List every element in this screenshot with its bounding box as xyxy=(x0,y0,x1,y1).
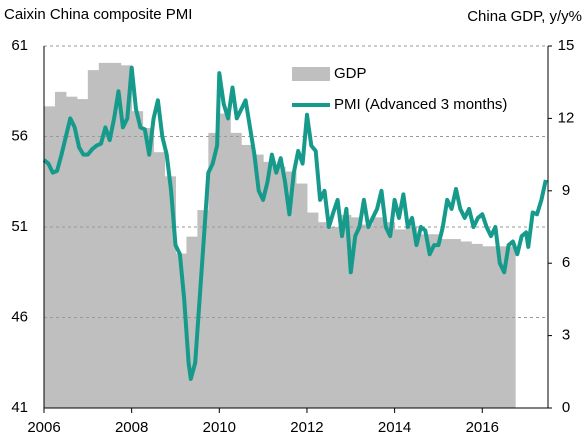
y2-axis-title: China GDP, y/y% xyxy=(467,8,582,25)
gdp-bar xyxy=(339,214,352,408)
chart-title: Caixin China composite PMI xyxy=(4,6,192,23)
gdp-bar xyxy=(449,239,461,408)
y2-tick-label: 15 xyxy=(558,37,575,54)
x-tick-label: 2006 xyxy=(27,419,60,436)
gdp-bar xyxy=(98,62,111,408)
gdp-bar xyxy=(87,70,100,408)
gdp-bar xyxy=(438,239,450,408)
y-tick-label: 46 xyxy=(11,308,28,325)
y-tick-label: 41 xyxy=(11,399,28,416)
gdp-bar xyxy=(306,212,319,408)
gdp-bar xyxy=(285,171,297,408)
gdp-bar xyxy=(372,217,385,408)
gdp-bar xyxy=(197,210,209,408)
gdp-bar xyxy=(241,144,253,409)
gdp-bar xyxy=(208,132,220,408)
gdp-bar xyxy=(493,246,505,408)
gdp-bar xyxy=(383,222,396,408)
line-layer xyxy=(42,65,548,381)
y2-tick-label: 6 xyxy=(562,254,570,271)
x-tick-label: 2010 xyxy=(203,419,236,436)
gdp-bar xyxy=(471,243,483,408)
pmi-line xyxy=(42,65,548,381)
y2-tick-label: 3 xyxy=(562,327,570,344)
gdp-bar xyxy=(317,222,330,408)
legend-label: PMI (Advanced 3 months) xyxy=(334,96,507,113)
x-tick-label: 2014 xyxy=(378,419,411,436)
legend-swatch xyxy=(292,67,330,81)
gdp-bar xyxy=(153,152,166,408)
gdp-bar xyxy=(54,91,67,408)
y-tick-label: 51 xyxy=(11,218,28,235)
gdp-bar xyxy=(394,229,407,408)
y-tick-label: 61 xyxy=(11,37,28,54)
gdp-bar xyxy=(65,96,78,409)
gdp-bar xyxy=(263,161,275,408)
gdp-bar xyxy=(175,253,187,408)
y2-tick-label: 9 xyxy=(562,182,570,199)
gdp-bar xyxy=(296,183,308,408)
gdp-bar xyxy=(361,224,374,408)
gdp-bar xyxy=(142,128,155,408)
x-tick-label: 2012 xyxy=(290,419,323,436)
legend-label: GDP xyxy=(334,65,367,82)
gdp-bar xyxy=(186,236,198,408)
gdp-bar xyxy=(504,246,516,408)
gdp-bar xyxy=(416,234,428,408)
y2-tick-label: 0 xyxy=(562,399,570,416)
x-tick-label: 2008 xyxy=(115,419,148,436)
gdp-bar xyxy=(252,154,264,408)
gdp-bar xyxy=(164,176,176,408)
gdp-bar xyxy=(274,166,286,408)
gdp-bar xyxy=(76,99,89,409)
gdp-bar xyxy=(109,62,122,408)
y-tick-label: 56 xyxy=(11,127,28,144)
gdp-bar xyxy=(427,234,439,408)
gdp-bar xyxy=(120,65,133,408)
gdp-bar xyxy=(44,106,56,408)
gdp-bar xyxy=(460,241,472,408)
gdp-bar xyxy=(230,132,242,408)
y2-tick-label: 12 xyxy=(558,109,575,126)
gdp-bar xyxy=(131,111,144,408)
gdp-bar xyxy=(482,246,494,408)
gdp-bar xyxy=(350,217,363,408)
gdp-bar xyxy=(219,113,231,408)
x-tick-label: 2016 xyxy=(466,419,499,436)
